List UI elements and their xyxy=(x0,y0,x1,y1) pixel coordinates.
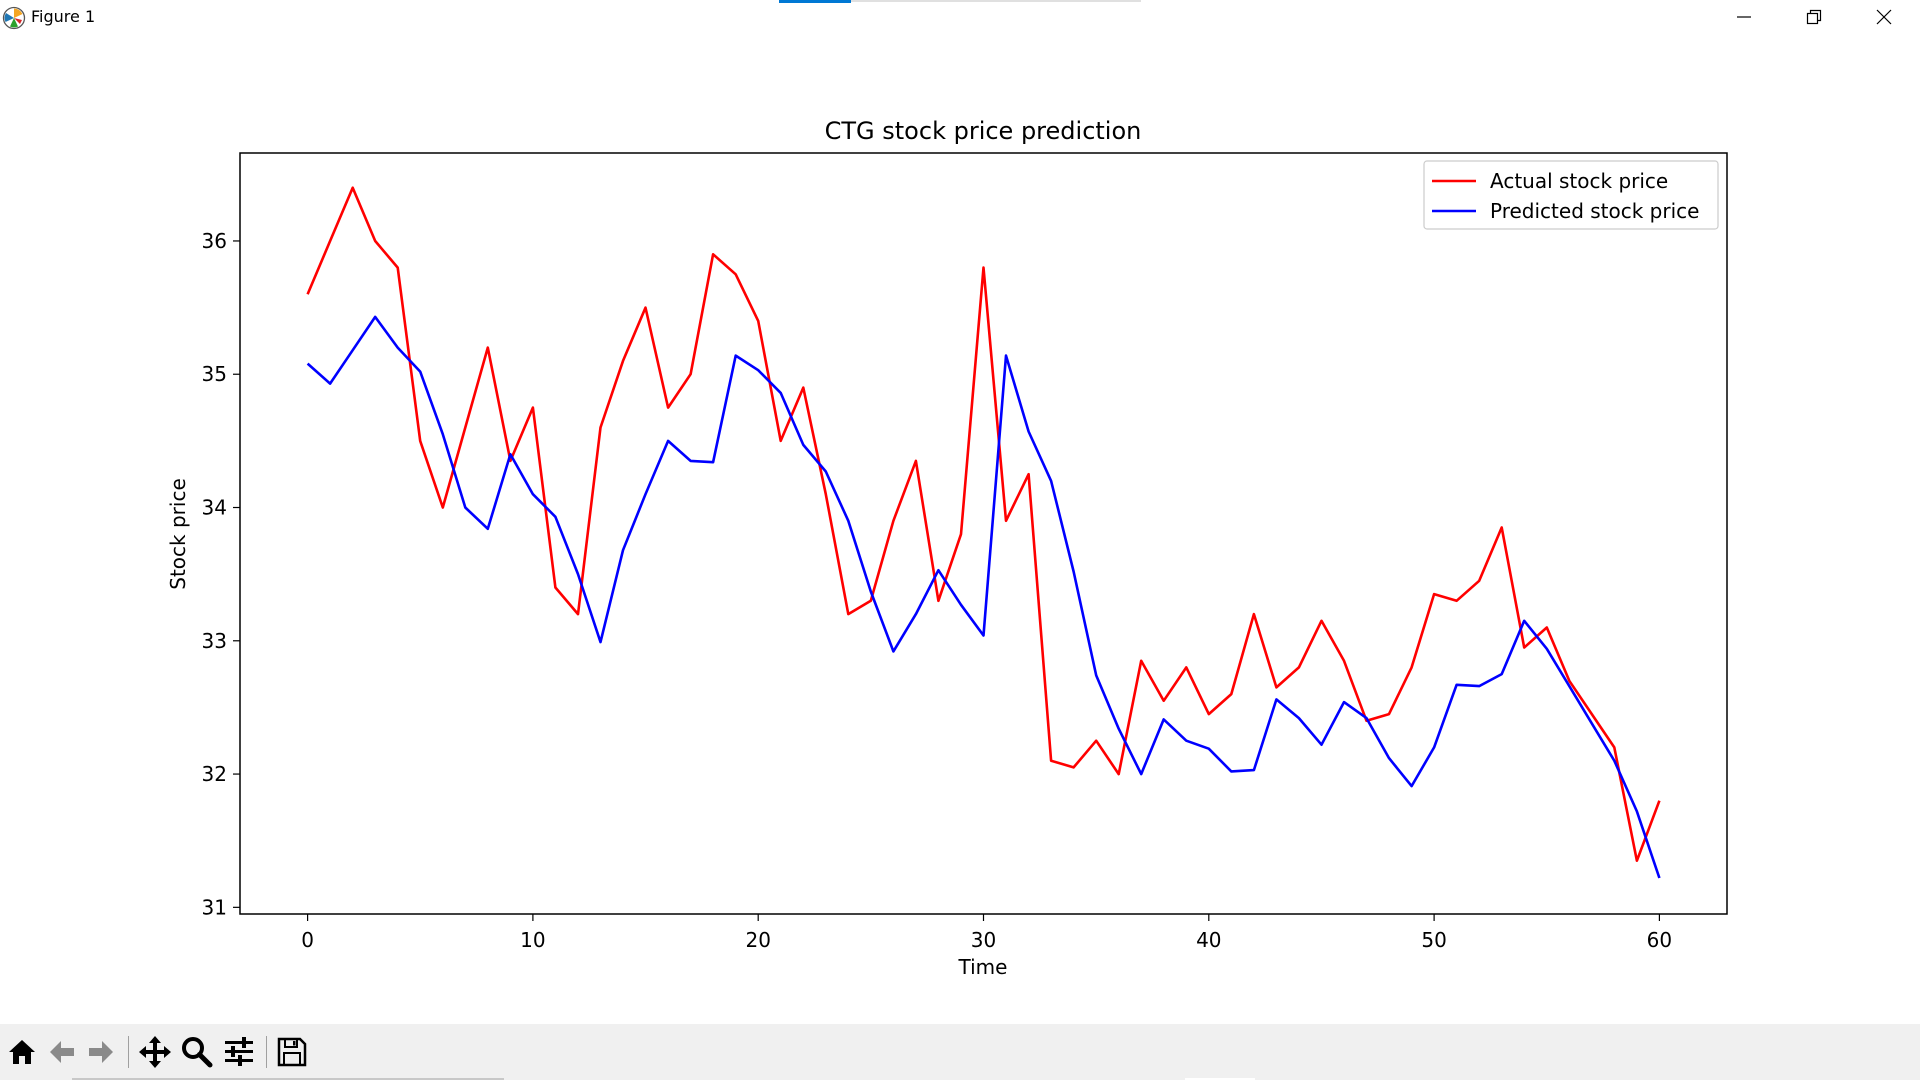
pan-button[interactable] xyxy=(135,1032,175,1072)
x-tick-label: 50 xyxy=(1421,928,1446,952)
x-axis: 0 10 20 30 40 50 60 xyxy=(301,914,1672,952)
y-tick-label: 36 xyxy=(202,229,227,253)
y-tick-label: 32 xyxy=(202,762,227,786)
arrow-left-icon xyxy=(50,1041,74,1063)
y-tick-label: 33 xyxy=(202,629,227,653)
move-icon xyxy=(139,1036,171,1068)
minimize-button[interactable] xyxy=(1709,0,1779,34)
chart-title: CTG stock price prediction xyxy=(825,117,1142,145)
arrow-right-icon xyxy=(89,1041,113,1063)
legend-label: Actual stock price xyxy=(1490,169,1668,193)
zoom-button[interactable] xyxy=(177,1032,217,1072)
tab-indicator xyxy=(779,0,851,3)
x-tick-label: 40 xyxy=(1196,928,1221,952)
y-tick-label: 31 xyxy=(202,895,227,919)
sliders-icon xyxy=(225,1037,253,1066)
toolbar-separator xyxy=(266,1036,267,1068)
tab-indicator-track xyxy=(851,0,1141,2)
x-tick-label: 10 xyxy=(520,928,545,952)
y-axis-label: Stock price xyxy=(166,478,190,589)
restore-button[interactable] xyxy=(1779,0,1849,34)
x-tick-label: 60 xyxy=(1647,928,1672,952)
status-strip-segment xyxy=(1185,1078,1255,1080)
y-tick-label: 35 xyxy=(202,362,227,386)
x-tick-label: 30 xyxy=(971,928,996,952)
toolbar-separator xyxy=(128,1036,129,1068)
status-strip xyxy=(72,1078,504,1080)
legend-box xyxy=(1423,160,1719,230)
home-icon xyxy=(9,1040,35,1064)
magnifier-icon xyxy=(182,1037,213,1068)
y-tick-label: 34 xyxy=(202,496,227,520)
series-line-predicted xyxy=(306,315,1661,879)
figure-canvas[interactable]: CTG stock price prediction 0 10 20 30 40 50 60… xyxy=(0,36,1920,1024)
save-button[interactable] xyxy=(272,1032,312,1072)
minimize-icon xyxy=(1737,16,1751,18)
window-title: Figure 1 xyxy=(31,7,96,26)
back-button[interactable] xyxy=(42,1032,82,1072)
x-tick-label: 20 xyxy=(745,928,770,952)
close-icon xyxy=(1876,9,1892,25)
x-tick-label: 0 xyxy=(301,928,314,952)
legend: Actual stock price Predicted stock price xyxy=(1423,160,1719,230)
x-axis-label: Time xyxy=(958,955,1008,979)
restore-icon xyxy=(1806,9,1822,25)
close-button[interactable] xyxy=(1849,0,1919,34)
forward-button[interactable] xyxy=(81,1032,121,1072)
plot-lines xyxy=(306,186,1661,879)
matplotlib-icon xyxy=(2,6,26,30)
home-button[interactable] xyxy=(2,1032,42,1072)
line-chart[interactable]: CTG stock price prediction 0 10 20 30 40 50 60… xyxy=(0,36,1920,1024)
title-bar[interactable]: Figure 1 xyxy=(0,0,1920,36)
y-axis: 31 32 33 34 35 36 xyxy=(202,229,240,919)
configure-subplots-button[interactable] xyxy=(219,1032,259,1072)
navigation-toolbar xyxy=(0,1024,1920,1080)
legend-label: Predicted stock price xyxy=(1490,199,1699,223)
floppy-disk-icon xyxy=(277,1037,307,1067)
series-line-actual xyxy=(306,186,1661,863)
